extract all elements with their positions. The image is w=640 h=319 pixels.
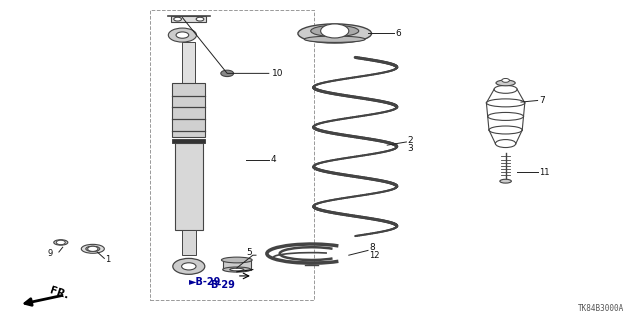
Text: 9: 9 — [48, 249, 53, 258]
Text: 6: 6 — [395, 29, 401, 38]
Ellipse shape — [223, 267, 251, 272]
Text: 10: 10 — [272, 69, 284, 78]
Text: 3: 3 — [408, 144, 413, 153]
Circle shape — [502, 78, 509, 82]
Ellipse shape — [305, 36, 365, 42]
Bar — [223, 260, 251, 270]
Circle shape — [321, 24, 349, 38]
Circle shape — [173, 258, 205, 274]
Text: B-29: B-29 — [210, 279, 235, 290]
Circle shape — [176, 32, 189, 38]
Text: 8: 8 — [369, 243, 375, 252]
Text: ►B-29: ►B-29 — [189, 277, 221, 287]
Circle shape — [168, 28, 196, 42]
Ellipse shape — [311, 26, 359, 36]
Text: 2: 2 — [408, 136, 413, 145]
Bar — [182, 230, 196, 255]
Text: 7: 7 — [539, 96, 545, 105]
Ellipse shape — [81, 244, 104, 253]
Ellipse shape — [298, 24, 372, 43]
Text: 4: 4 — [270, 155, 276, 164]
Text: 12: 12 — [369, 251, 380, 260]
Bar — [172, 83, 205, 137]
Circle shape — [56, 240, 65, 245]
Ellipse shape — [500, 179, 511, 183]
Bar — [172, 16, 206, 22]
Circle shape — [196, 17, 204, 21]
Text: 5: 5 — [246, 248, 252, 256]
Bar — [172, 139, 205, 143]
Bar — [150, 10, 314, 300]
Circle shape — [173, 17, 182, 21]
Ellipse shape — [496, 80, 515, 86]
Ellipse shape — [54, 240, 68, 245]
Circle shape — [88, 246, 98, 251]
Text: TK84B3000A: TK84B3000A — [578, 304, 624, 313]
Text: FR.: FR. — [48, 286, 70, 301]
Text: 1: 1 — [105, 256, 110, 264]
Circle shape — [221, 70, 234, 77]
Ellipse shape — [221, 257, 252, 263]
Text: 11: 11 — [539, 168, 549, 177]
Bar — [182, 42, 195, 86]
Ellipse shape — [86, 246, 100, 251]
Bar — [175, 143, 203, 230]
Ellipse shape — [230, 268, 244, 271]
Circle shape — [182, 263, 196, 270]
